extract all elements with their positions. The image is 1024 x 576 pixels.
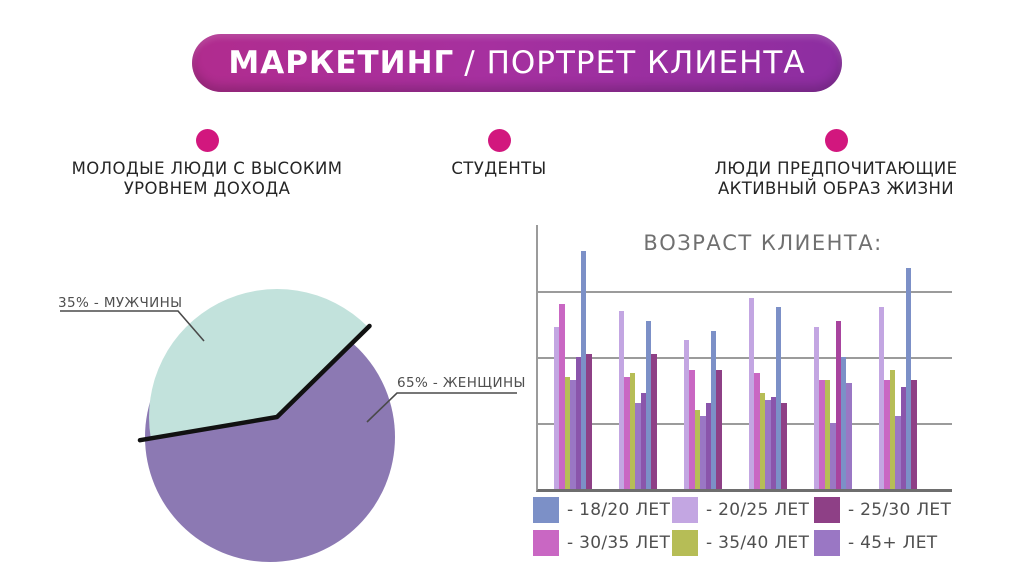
bar-orchid (689, 370, 695, 489)
bullet-dot (195, 129, 219, 152)
legend-swatch (533, 497, 559, 523)
bullet-students: СТУДЕНТЫ (379, 129, 619, 179)
bar-olive (564, 377, 571, 489)
legend-swatch (814, 530, 840, 556)
bar-blue (775, 307, 782, 489)
bar-group (814, 321, 852, 489)
bar-purple (895, 416, 901, 489)
bar-plum (716, 370, 722, 489)
bar-lilac (619, 311, 625, 489)
bar-plum (586, 354, 592, 489)
bar-olive (824, 380, 831, 489)
bar-purpleDark (640, 393, 646, 489)
bar-purpleDark (705, 403, 711, 489)
bar-group (554, 251, 592, 489)
bar-blue (580, 251, 587, 489)
legend-item: - 18/20 ЛЕТ (533, 497, 672, 523)
legend-label: - 18/20 ЛЕТ (567, 500, 671, 520)
bar-blue (840, 357, 847, 489)
bar-chart-title: ВОЗРАСТ КЛИЕНТА: (643, 231, 883, 255)
pie-slice-men (149, 289, 369, 439)
bar-group (684, 331, 722, 489)
legend-item: - 25/30 ЛЕТ (814, 497, 951, 523)
bar-lilac (879, 307, 885, 489)
bar-group (619, 311, 657, 489)
bar-olive (694, 410, 701, 489)
legend-item: - 35/40 ЛЕТ (672, 530, 814, 556)
bar-legend: - 18/20 ЛЕТ - 20/25 ЛЕТ - 25/30 ЛЕТ - 30/35… (533, 497, 951, 556)
pie-slice-outline (137, 323, 372, 443)
bar-purple (700, 416, 706, 489)
legend-label: - 30/35 ЛЕТ (567, 533, 671, 553)
gridline (538, 357, 952, 359)
title-primary: МАРКЕТИНГ (228, 45, 455, 81)
legend-swatch (672, 497, 698, 523)
bar-lilac (554, 327, 560, 489)
bullet-line: МОЛОДЫЕ ЛЮДИ С ВЫСОКИМ (71, 159, 343, 178)
bar-lilac (814, 327, 820, 489)
bar-olive (759, 393, 766, 489)
bar-chart-plot (536, 225, 952, 492)
bar-blue (645, 321, 652, 489)
bar-group (879, 268, 917, 489)
gridline (538, 423, 952, 425)
bar-plumBright (835, 321, 841, 489)
bar-lilac (684, 340, 690, 489)
bullet-line: АКТИВНЫЙ ОБРАЗ ЖИЗНИ (717, 179, 955, 199)
bar-orchid (624, 377, 630, 489)
bar-orchid (559, 304, 565, 489)
bar-orchid (754, 373, 760, 489)
bar-plum (911, 380, 917, 489)
bar-blue (905, 268, 912, 489)
bar-plum (651, 354, 657, 489)
bar-lilac (749, 298, 755, 489)
bullet-line: УРОВНЕМ ДОХОДА (123, 179, 291, 199)
legend-swatch (814, 497, 840, 523)
bar-purple (635, 403, 641, 489)
callout-line-women (366, 392, 517, 423)
callout-line-men (60, 310, 205, 342)
bullet-line: СТУДЕНТЫ (451, 159, 547, 178)
title-secondary: / ПОРТРЕТ КЛИЕНТА (464, 45, 806, 81)
bar-orchid (819, 380, 825, 489)
legend-swatch (672, 530, 698, 556)
bar-purple (765, 400, 771, 489)
bar-blue (710, 331, 717, 489)
legend-label: - 20/25 ЛЕТ (706, 500, 810, 520)
pie-label-women: 65% - ЖЕНЩИНЫ (397, 375, 526, 391)
legend-label: - 45+ ЛЕТ (848, 533, 938, 553)
legend-label: - 25/30 ЛЕТ (848, 500, 952, 520)
legend-item: - 20/25 ЛЕТ (672, 497, 814, 523)
bullet-dot (824, 129, 848, 152)
bar-purple (846, 383, 852, 489)
legend-swatch (533, 530, 559, 556)
bullet-high-income: МОЛОДЫЕ ЛЮДИ С ВЫСОКИМ УРОВНЕМ ДОХОДА (12, 129, 402, 199)
title-banner: МАРКЕТИНГ / ПОРТРЕТ КЛИЕНТА (192, 34, 842, 92)
bullet-line: ЛЮДИ ПРЕДПОЧИТАЮЩИЕ (714, 159, 958, 178)
pie-label-men: 35% - МУЖЧИНЫ (58, 295, 183, 311)
bar-olive (629, 373, 636, 489)
bar-plot-groups (538, 225, 952, 489)
legend-label: - 35/40 ЛЕТ (706, 533, 810, 553)
legend-item: - 45+ ЛЕТ (814, 530, 951, 556)
bar-group (749, 298, 787, 489)
bar-plum (781, 403, 787, 489)
bar-purple (570, 380, 576, 489)
bullet-active-lifestyle: ЛЮДИ ПРЕДПОЧИТАЮЩИЕ АКТИВНЫЙ ОБРАЗ ЖИЗНИ (646, 129, 1024, 199)
gridline (538, 291, 952, 293)
bar-olive (889, 370, 896, 489)
bullet-dot (487, 129, 511, 152)
bar-purple (830, 423, 836, 489)
bar-purpleDark (900, 387, 906, 489)
bar-orchid (884, 380, 890, 489)
legend-item: - 30/35 ЛЕТ (533, 530, 672, 556)
bar-purpleDark (575, 357, 581, 489)
bar-purpleDark (770, 397, 776, 489)
